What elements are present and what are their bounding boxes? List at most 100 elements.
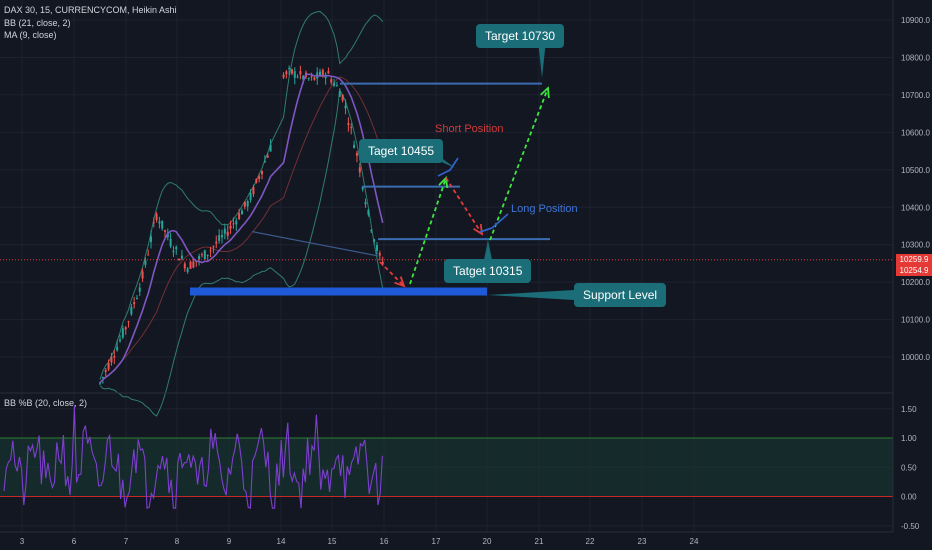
candle-body — [127, 321, 130, 323]
arrow-short-to-10315-head — [473, 223, 484, 236]
price-tick-label-2: 10700.0 — [901, 91, 930, 100]
price-tick-label-6: 10300.0 — [901, 241, 930, 250]
percentb-band-fill — [0, 438, 893, 497]
candle-body — [307, 78, 310, 80]
arrow-long-to-10455 — [409, 177, 447, 285]
candle-body — [189, 261, 192, 270]
candle-body — [119, 339, 122, 341]
target-levels — [0, 40, 893, 300]
annotation-target-10730[interactable]: Target 10730 — [476, 24, 565, 48]
candle-body — [101, 377, 104, 379]
percentb-tick-label-2: 0.50 — [901, 463, 917, 472]
support-bar — [190, 287, 487, 296]
candle-body — [290, 69, 293, 74]
price-tick-label-8: 10100.0 — [901, 316, 930, 325]
last-price-badge-upper: 10259.9 — [896, 254, 932, 265]
candle-body — [310, 76, 313, 78]
candle-body — [293, 71, 296, 78]
moving-average-line — [99, 73, 384, 384]
candle-body — [246, 200, 249, 207]
time-tick-label-2: 7 — [124, 537, 129, 546]
candle-body — [130, 307, 133, 315]
candle-body — [149, 236, 152, 243]
pointer-support — [488, 290, 574, 300]
legend-ma: MA (9, close) — [4, 30, 57, 40]
annotation-target-10455[interactable]: Taget 10455 — [359, 139, 444, 163]
price-tick-label-1: 10800.0 — [901, 53, 930, 62]
time-tick-label-13: 24 — [690, 537, 699, 546]
time-tick-label-7: 16 — [380, 537, 389, 546]
candle-body — [209, 250, 212, 252]
annotation-support-level[interactable]: Support Level — [574, 283, 667, 307]
percentb-tick-label-1: 1.00 — [901, 434, 917, 443]
candle-body — [124, 327, 127, 330]
candle-body — [180, 255, 183, 259]
arrow-long-to-10730 — [489, 87, 549, 241]
candle-body — [364, 202, 367, 205]
candle-body — [321, 70, 324, 77]
candle-body — [212, 246, 215, 248]
candle-body — [341, 94, 344, 101]
price-tick-label-9: 10000.0 — [901, 353, 930, 362]
candle-body — [373, 239, 376, 242]
legend-bb: BB (21, close, 2) — [4, 18, 71, 28]
last-price-badge-lower: 10254.9 — [896, 265, 932, 276]
percentb-line — [3, 405, 383, 510]
axes — [0, 0, 894, 533]
candle-body — [344, 105, 347, 109]
pointer-target-10730 — [538, 40, 546, 78]
candle-body — [358, 167, 361, 173]
candle-body — [288, 68, 291, 70]
tick-labels: 10900.0 10800.0 10700.0 10600.0 10500.0 10400… — [20, 16, 931, 546]
candle-body — [135, 297, 138, 299]
candle-body — [252, 186, 255, 195]
time-tick-label-1: 6 — [72, 537, 77, 546]
candle-body — [355, 152, 358, 156]
candle-body — [144, 260, 147, 265]
time-tick-label-10: 21 — [535, 537, 544, 546]
time-tick-label-6: 15 — [328, 537, 337, 546]
candle-body — [116, 346, 119, 351]
candle-body — [347, 123, 350, 125]
candle-body — [164, 230, 167, 232]
annotation-long-position[interactable]: Long Position — [511, 203, 578, 215]
candle-body — [206, 254, 209, 257]
candle-body — [110, 356, 113, 363]
candle-body — [158, 221, 161, 224]
candle-body — [107, 362, 110, 370]
candle-body — [299, 71, 302, 75]
candle-body — [350, 127, 353, 129]
candle-body — [169, 238, 172, 247]
candle-body — [141, 271, 144, 279]
candle-body — [133, 301, 136, 305]
candle-body — [330, 79, 333, 83]
time-tick-label-8: 17 — [432, 537, 441, 546]
annotation-short-position[interactable]: Short Position — [435, 123, 504, 135]
candle-body — [152, 222, 155, 224]
candle-body — [319, 71, 322, 77]
candle-body — [226, 231, 229, 236]
candle-body — [238, 213, 241, 220]
candle-body — [335, 85, 338, 87]
candle-body — [269, 144, 272, 152]
blue-mark-10315 — [479, 213, 509, 233]
price-tick-label-3: 10600.0 — [901, 128, 930, 137]
candle-body — [266, 155, 269, 158]
candle-body — [220, 235, 223, 238]
time-tick-label-3: 8 — [175, 537, 180, 546]
time-tick-label-9: 20 — [483, 537, 492, 546]
annotation-target-10315[interactable]: Tatget 10315 — [444, 259, 532, 283]
arrow-long-to-10730-head — [540, 86, 550, 99]
candle-body — [121, 328, 124, 338]
candle-body — [285, 71, 288, 75]
candle-body — [249, 193, 252, 200]
candle-body — [361, 186, 364, 190]
candle-body — [313, 77, 316, 80]
candle-body — [203, 250, 206, 260]
candle-body — [258, 176, 261, 179]
candle-body — [235, 220, 238, 225]
candle-body — [172, 250, 175, 253]
price-tick-label-4: 10500.0 — [901, 166, 930, 175]
pointer-target-10315 — [484, 240, 492, 260]
